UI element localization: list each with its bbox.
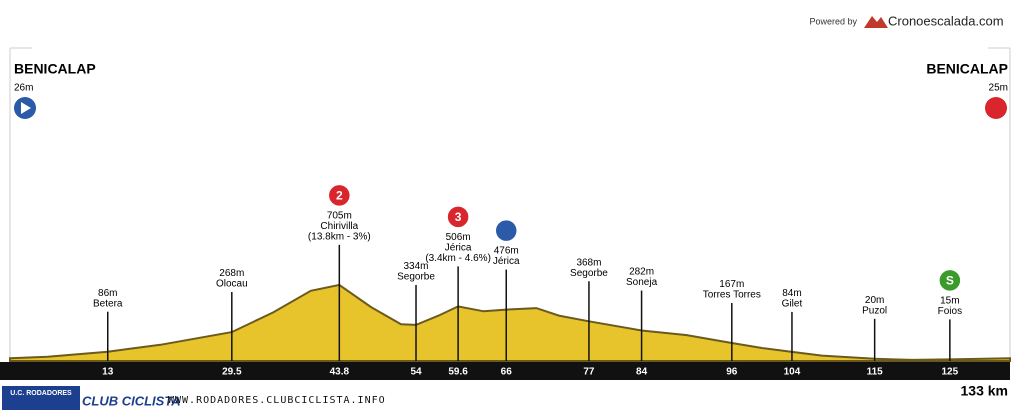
climb-badge	[327, 183, 352, 208]
climb-badge	[494, 218, 518, 243]
brand: Cronoescalada.com	[888, 13, 1004, 28]
km-label: 96	[726, 367, 738, 378]
club-top: U.C. RODADORES	[10, 390, 72, 397]
waypoint-label: Jérica	[493, 256, 520, 267]
waypoint-label: 705m	[327, 211, 352, 222]
waypoint-label: 84m	[782, 288, 801, 299]
waypoint-label: Foios	[938, 306, 962, 317]
km-label: 43.8	[330, 367, 350, 378]
club-logo	[2, 386, 80, 410]
waypoint-label: Torres Torres	[703, 290, 761, 301]
waypoint-label: 268m	[219, 268, 244, 279]
waypoint-label: 506m	[446, 232, 471, 243]
waypoint-label: Olocau	[216, 279, 248, 290]
finish-name: BENICALAP	[926, 61, 1008, 77]
waypoint-label: 334m	[404, 261, 429, 272]
waypoint-label: 368m	[576, 257, 601, 268]
finish-icon	[985, 97, 1007, 119]
climb-category: S	[946, 274, 954, 288]
waypoint-label: 86m	[98, 288, 117, 299]
climb-badge	[446, 205, 470, 229]
waypoint-label: (13.8km - 3%)	[308, 232, 371, 243]
start-name: BENICALAP	[14, 61, 96, 77]
start-altitude: 26m	[14, 83, 33, 94]
club-bottom: CLUB CICLISTA	[82, 393, 181, 408]
km-label: 54	[410, 367, 422, 378]
waypoint-label: 476m	[494, 246, 519, 257]
km-label: 29.5	[222, 367, 242, 378]
elevation-area	[9, 283, 1011, 362]
km-label: 84	[636, 367, 648, 378]
total-distance: 133 km	[961, 383, 1008, 399]
waypoint-label: Soneja	[626, 277, 658, 288]
waypoint-label: Segorbe	[570, 268, 608, 279]
waypoint-label: Segorbe	[397, 272, 435, 283]
climb-badge	[938, 268, 962, 293]
km-label: 77	[583, 367, 595, 378]
climb-category: 3	[455, 210, 462, 224]
powered-by: Powered by	[809, 16, 857, 26]
waypoint-label: 167m	[719, 279, 744, 290]
km-bar	[0, 362, 1010, 380]
waypoint-label: Betera	[93, 298, 123, 309]
climb-category: 2	[336, 189, 343, 203]
km-label: 66	[501, 367, 513, 378]
waypoint-label: (3.4km - 4.6%)	[425, 253, 491, 264]
waypoint-label: Puzol	[862, 305, 887, 316]
waypoint-label: 20m	[865, 295, 884, 306]
waypoint-label: 282m	[629, 267, 654, 278]
waypoint-label: Jérica	[445, 242, 472, 253]
km-label: 125	[942, 367, 959, 378]
km-label: 104	[784, 367, 801, 378]
km-label: 115	[867, 367, 884, 378]
waypoint-label: 15m	[940, 296, 959, 307]
waypoint-label: Chirivilla	[320, 221, 358, 232]
finish-altitude: 25m	[989, 83, 1008, 94]
waypoint-label: Gilet	[782, 299, 803, 310]
km-label: 59.6	[448, 367, 468, 378]
start-arrow	[21, 102, 31, 114]
brand-logo	[864, 16, 888, 28]
club-url: WWW.RODADORES.CLUBCICLISTA.INFO	[168, 395, 386, 406]
km-label: 13	[102, 367, 114, 378]
